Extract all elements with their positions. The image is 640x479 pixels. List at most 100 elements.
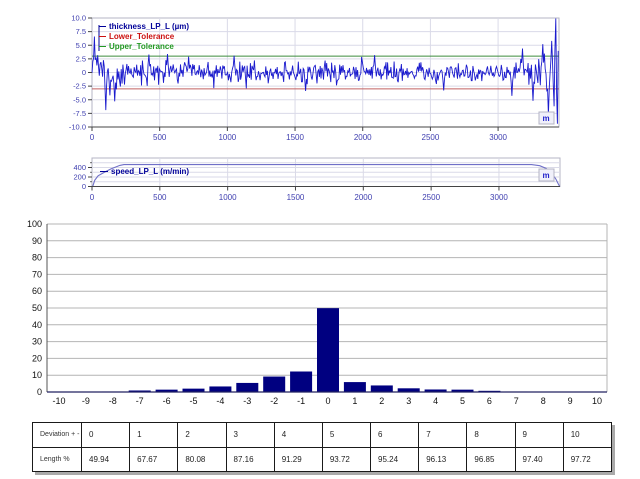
- thickness-chart: 10.0 7.5 5.0 2.5 0 -2.5 -5.0 -7.5 -10.0 0 500 1000 1…: [69, 14, 560, 142]
- histogram-bar: [290, 371, 313, 392]
- legend-label: speed_LP_L (m/min): [111, 167, 189, 176]
- table-cell: 95.24: [370, 446, 420, 472]
- y-tick-label: 60: [32, 286, 42, 296]
- x-tick-label: -4: [216, 396, 224, 406]
- table-cell: 2: [177, 422, 227, 448]
- table-cell: 97.72: [562, 446, 613, 472]
- table-cell: 5: [321, 422, 372, 448]
- y-tick-label: -5.0: [73, 95, 86, 104]
- legend-label: Upper_Tolerance: [109, 42, 174, 51]
- y-tick-label: 400: [73, 163, 86, 172]
- table-cell: 87.16: [225, 446, 275, 472]
- table-cell: 93.72: [321, 446, 372, 472]
- histogram-bar: [397, 388, 420, 392]
- y-tick-label: 30: [32, 337, 42, 347]
- y-tick-label: 80: [32, 253, 42, 263]
- x-tick-label: -9: [82, 396, 90, 406]
- x-tick-label: 2500: [422, 133, 440, 142]
- table-cell: 4: [273, 422, 323, 448]
- x-tick-label: 7: [514, 396, 519, 406]
- y-tick-label: -2.5: [73, 82, 86, 91]
- x-tick-label: 0: [90, 133, 95, 142]
- deviation-table-container: Deviation + -0 1 2 3 4 5 6 7 8 9 10 Length % 49.94 67…: [32, 422, 613, 472]
- x-tick-label: 1500: [287, 193, 305, 202]
- table-cell: 91.29: [273, 446, 323, 472]
- y-tick-label: 100: [27, 219, 42, 229]
- x-tick-label: -10: [52, 396, 65, 406]
- thickness-signal-line: [91, 18, 559, 124]
- row-label-cell: Deviation + -: [32, 422, 82, 448]
- table-cell: 97.40: [514, 446, 564, 472]
- deviation-table: Deviation + -0 1 2 3 4 5 6 7 8 9 10 Length % 49.94 67…: [32, 422, 613, 472]
- x-tick-label: -1: [297, 396, 305, 406]
- table-cell: 6: [370, 422, 420, 448]
- y-tick-label: 20: [32, 353, 42, 363]
- table-cell: 67.67: [129, 446, 179, 472]
- histogram-bar: [343, 382, 366, 392]
- table-cell: 7: [418, 422, 468, 448]
- histogram-bar: [155, 389, 178, 392]
- legend-label: Lower_Tolerance: [109, 32, 175, 41]
- x-tick-label: 500: [153, 133, 167, 142]
- table-cell: 3: [225, 422, 275, 448]
- speed-line: [92, 164, 561, 187]
- x-tick-label: 2500: [422, 193, 440, 202]
- table-cell: 49.94: [80, 446, 131, 472]
- histogram-bar: [451, 389, 474, 392]
- x-tick-label: 1000: [219, 193, 237, 202]
- table-cell: 10: [562, 422, 613, 448]
- x-tick-label: 5: [460, 396, 465, 406]
- histogram-bar: [424, 389, 447, 392]
- y-tick-label: 0: [82, 68, 86, 77]
- histogram-bar: [317, 308, 339, 392]
- x-tick-label: 10: [592, 396, 602, 406]
- x-tick-label: 3000: [489, 133, 507, 142]
- x-tick-label: 3000: [490, 193, 508, 202]
- x-tick-label: 1: [352, 396, 357, 406]
- x-tick-label: -6: [163, 396, 171, 406]
- legend-label: thickness_LP_L (µm): [109, 22, 189, 31]
- row-label-cell: Length %: [32, 446, 82, 472]
- x-tick-label: -7: [136, 396, 144, 406]
- y-tick-label: -10.0: [69, 123, 86, 132]
- table-cell: 96.13: [418, 446, 468, 472]
- x-tick-label: 9: [568, 396, 573, 406]
- histogram-bar: [128, 390, 151, 392]
- x-tick-label: 6: [487, 396, 492, 406]
- x-tick-label: 4: [433, 396, 438, 406]
- x-tick-label: 8: [541, 396, 546, 406]
- y-tick-label: -7.5: [73, 109, 86, 118]
- y-tick-label: 40: [32, 320, 42, 330]
- y-tick-label: 70: [32, 269, 42, 279]
- x-tick-label: 500: [153, 193, 167, 202]
- y-tick-label: 10: [32, 370, 42, 380]
- x-tick-label: 1000: [218, 133, 236, 142]
- histogram-bar: [209, 386, 232, 392]
- histogram-bar: [182, 388, 205, 392]
- table-cell: 80.08: [177, 446, 227, 472]
- table-cell: 9: [514, 422, 564, 448]
- histogram-bar: [263, 376, 286, 392]
- y-tick-label: 0: [37, 387, 42, 397]
- x-tick-label: 0: [325, 396, 330, 406]
- y-tick-label: 7.5: [76, 27, 86, 36]
- histogram-bar: [236, 382, 259, 392]
- x-tick-label: -5: [189, 396, 197, 406]
- y-tick-label: 10.0: [71, 14, 86, 23]
- unit-box: [538, 111, 555, 125]
- y-tick-label: 0: [82, 182, 86, 191]
- x-tick-label: 3: [406, 396, 411, 406]
- x-tick-label: 2000: [354, 193, 372, 202]
- x-tick-label: 0: [90, 193, 95, 202]
- x-tick-label: 2000: [354, 133, 372, 142]
- y-tick-label: 200: [73, 173, 86, 182]
- table-row: Length % 49.94 67.67 80.08 87.16 91.29 93.72 95…: [32, 446, 613, 472]
- table-cell: 96.85: [466, 446, 516, 472]
- x-tick-label: -3: [243, 396, 251, 406]
- y-tick-label: 50: [32, 303, 42, 313]
- table-cell: 1: [129, 422, 179, 448]
- x-tick-label: -2: [270, 396, 278, 406]
